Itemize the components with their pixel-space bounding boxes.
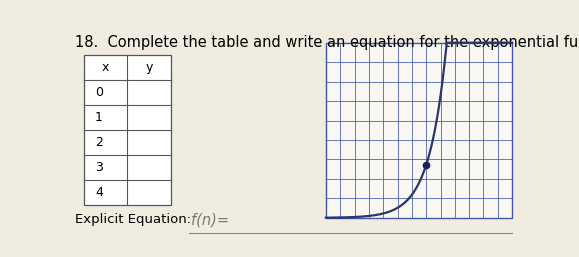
Text: 0: 0 <box>95 86 103 99</box>
Bar <box>83 54 171 205</box>
Text: 1: 1 <box>95 111 103 124</box>
Text: x: x <box>102 61 109 74</box>
Text: 4: 4 <box>95 186 103 199</box>
Text: f(n)=: f(n)= <box>191 213 229 228</box>
Text: Explicit Equation:: Explicit Equation: <box>75 213 199 226</box>
Text: 2: 2 <box>95 136 103 149</box>
Text: 18.  Complete the table and write an equation for the exponential function.: 18. Complete the table and write an equa… <box>75 35 579 50</box>
Text: 3: 3 <box>95 161 103 174</box>
Bar <box>326 43 512 218</box>
Text: y: y <box>145 61 153 74</box>
